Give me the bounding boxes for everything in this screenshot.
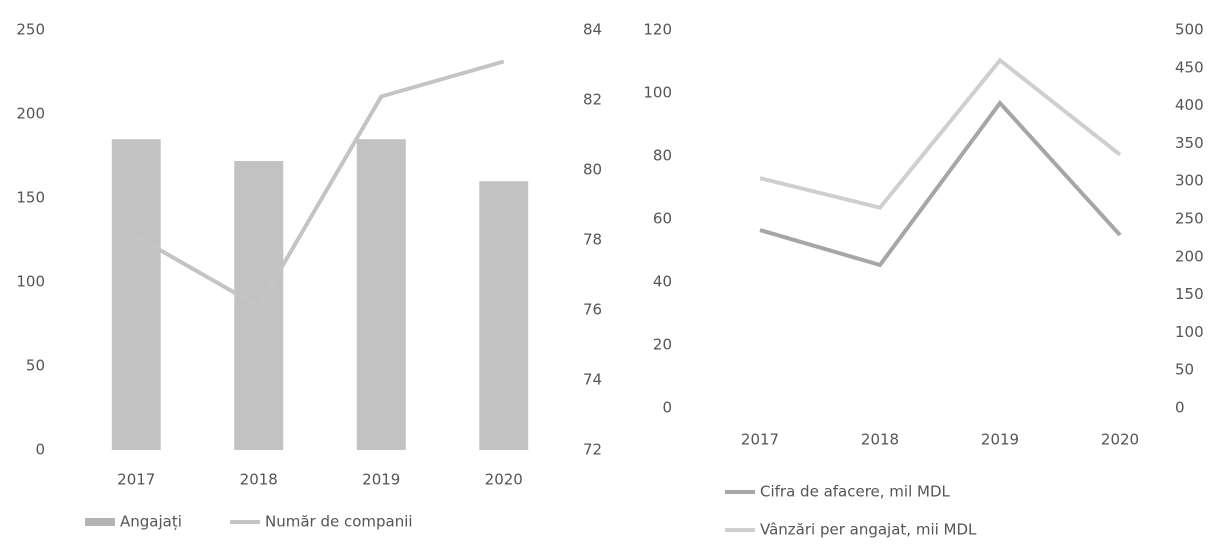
y-tick-label: 0 <box>662 399 672 417</box>
y2-tick-label: 100 <box>1175 323 1204 341</box>
legend-label: Număr de companii <box>265 513 413 531</box>
y-tick-label: 200 <box>16 105 45 123</box>
line <box>759 99 1122 268</box>
y-tick-label: 150 <box>16 189 45 207</box>
x-tick-label: 2020 <box>485 471 523 489</box>
y-tick-label: 40 <box>653 273 672 291</box>
bar <box>111 139 161 450</box>
y2-tick-label: 74 <box>583 371 602 389</box>
y-tick-label: 60 <box>653 210 672 228</box>
x-tick-label: 2020 <box>1101 431 1139 449</box>
y-tick-label: 80 <box>653 147 672 165</box>
x-tick-label: 2018 <box>240 471 278 489</box>
y2-tick-label: 450 <box>1175 58 1204 76</box>
y2-tick-label: 200 <box>1175 247 1204 265</box>
legend-label: Cifra de afacere, mil MDL <box>760 483 951 501</box>
y2-tick-label: 400 <box>1175 96 1204 114</box>
line <box>759 57 1122 210</box>
y2-tick-label: 80 <box>583 161 602 179</box>
y-tick-label: 100 <box>643 84 672 102</box>
line <box>135 59 505 310</box>
y2-tick-label: 250 <box>1175 210 1204 228</box>
x-tick-label: 2017 <box>741 431 779 449</box>
y-tick-label: 250 <box>16 21 45 39</box>
y2-tick-label: 82 <box>583 91 602 109</box>
y2-tick-label: 50 <box>1175 361 1194 379</box>
y2-tick-label: 500 <box>1175 21 1204 39</box>
y2-tick-label: 0 <box>1175 399 1185 417</box>
y2-tick-label: 300 <box>1175 172 1204 190</box>
bar <box>479 181 529 450</box>
legend-label: Vânzări per angajat, mii MDL <box>760 521 977 539</box>
y-tick-label: 20 <box>653 336 672 354</box>
y2-tick-label: 76 <box>583 301 602 319</box>
y-tick-label: 100 <box>16 273 45 291</box>
legend-label: Angajați <box>120 513 182 531</box>
y-tick-label: 0 <box>35 441 45 459</box>
bar <box>356 139 406 450</box>
y-tick-label: 50 <box>26 357 45 375</box>
x-tick-label: 2019 <box>981 431 1019 449</box>
y2-tick-label: 72 <box>583 441 602 459</box>
x-tick-label: 2017 <box>117 471 155 489</box>
y-tick-label: 120 <box>643 21 672 39</box>
legend-swatch <box>85 518 115 526</box>
y2-tick-label: 78 <box>583 231 602 249</box>
y2-tick-label: 84 <box>583 21 602 39</box>
y2-tick-label: 350 <box>1175 134 1204 152</box>
x-tick-label: 2018 <box>861 431 899 449</box>
y2-tick-label: 150 <box>1175 285 1204 303</box>
x-tick-label: 2019 <box>362 471 400 489</box>
